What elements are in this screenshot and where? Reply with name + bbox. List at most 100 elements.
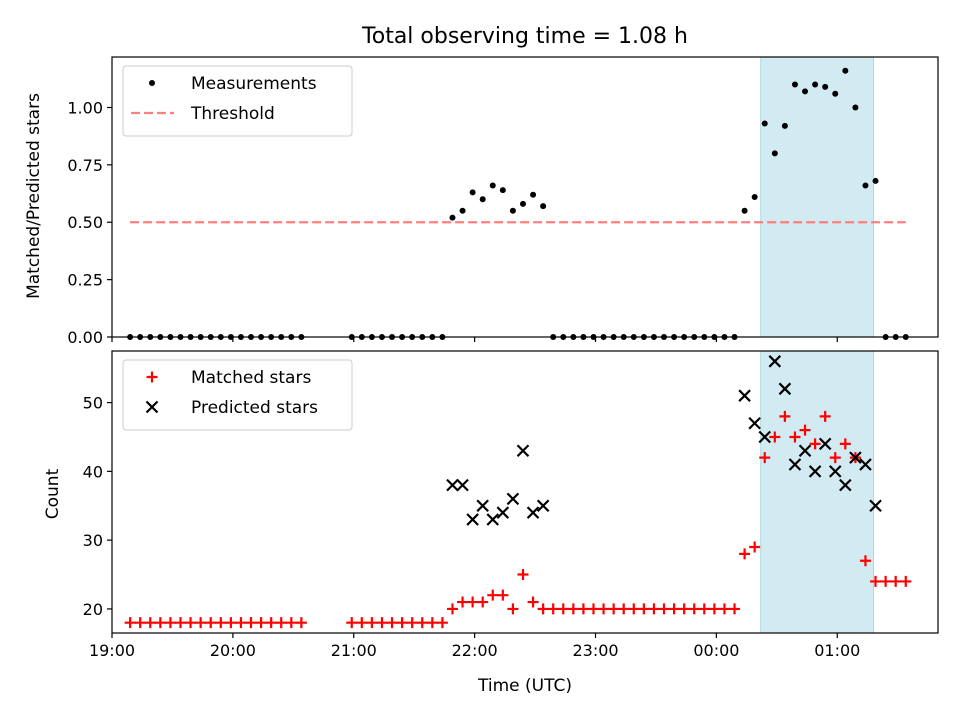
legend-label: Matched stars	[191, 368, 311, 388]
predicted-stars-point	[516, 444, 530, 458]
predicted-stars-point	[869, 499, 882, 513]
matched-stars-point	[557, 603, 569, 615]
x-tick-label: 20:00	[210, 641, 256, 660]
matched-stars-point	[154, 617, 166, 629]
chart-title: Total observing time = 1.08 h	[361, 24, 688, 49]
measurement-point	[751, 194, 758, 200]
x-tick-label: 22:00	[452, 641, 498, 660]
predicted-stars-point	[808, 465, 822, 478]
predicted-stars-point	[496, 506, 510, 519]
matched-stars-point	[245, 617, 257, 629]
predicted-stars-point	[486, 513, 500, 526]
measurement-point	[872, 177, 879, 184]
matched-stars-point	[859, 555, 871, 567]
matched-stars-point	[638, 603, 650, 615]
matched-stars-point	[507, 603, 519, 615]
legend-measurements-swatch	[149, 80, 155, 86]
matched-stars-point	[587, 603, 599, 615]
matched-stars-point	[356, 617, 368, 629]
predicted-stars-point	[446, 478, 459, 492]
measurement-point	[761, 120, 768, 127]
measurement-point	[479, 196, 486, 203]
measurement-point	[499, 187, 506, 194]
matched-stars-point	[134, 617, 146, 629]
predicted-stars-point	[788, 458, 802, 471]
matched-stars-point	[235, 617, 247, 629]
matched-stars-point	[467, 596, 479, 608]
measurement-point	[540, 203, 547, 210]
matched-stars-point	[749, 541, 761, 553]
matched-stars-point	[769, 431, 781, 443]
matched-stars-point	[265, 617, 277, 629]
matched-stars-point	[376, 617, 388, 629]
measurement-point	[852, 104, 859, 111]
matched-stars-point	[658, 603, 670, 615]
predicted-stars-point	[526, 506, 540, 519]
matched-stars-point	[668, 603, 680, 615]
measurement-point	[832, 90, 839, 97]
matched-stars-point	[729, 603, 741, 615]
matched-stars-point	[487, 589, 499, 601]
top-highlight-span	[760, 56, 875, 338]
matched-stars-point	[215, 617, 227, 629]
matched-stars-point	[598, 603, 610, 615]
predicted-stars-point	[839, 478, 852, 492]
matched-stars-point	[718, 603, 730, 615]
legend-box	[122, 359, 353, 431]
matched-stars-point	[457, 596, 469, 608]
top-legend: Measurements Threshold	[122, 65, 353, 137]
top-axes-frame	[111, 56, 939, 338]
predicted-stars-point	[738, 389, 751, 402]
top-y-tick-label: 0.75	[67, 156, 103, 175]
measurement-point	[822, 83, 829, 90]
matched-stars-point	[195, 617, 207, 629]
top-y-tick-label: 0.00	[67, 328, 103, 347]
matched-stars-point	[285, 617, 297, 629]
bottom-y-tick-label: 50	[83, 394, 103, 413]
matched-stars-point	[628, 603, 640, 615]
matched-stars-point	[809, 438, 821, 450]
legend-label: Predicted stars	[191, 398, 318, 418]
measurement-point	[519, 200, 526, 207]
matched-stars-point	[477, 596, 489, 608]
bottom-legend: Matched stars Predicted stars	[122, 359, 353, 431]
matched-stars-point	[124, 617, 136, 629]
matched-stars-point	[255, 617, 267, 629]
matched-stars-point	[839, 438, 851, 450]
matched-stars-point	[618, 603, 630, 615]
predicted-stars-point	[456, 478, 469, 492]
matched-stars-point	[547, 603, 559, 615]
matched-stars-point	[275, 617, 287, 629]
matched-stars-point	[698, 603, 710, 615]
measurement-point	[530, 191, 537, 198]
matched-stars-point	[386, 617, 398, 629]
bottom-y-axis-label: Count	[43, 468, 63, 519]
matched-stars-point	[870, 575, 882, 587]
matched-stars-point	[205, 617, 217, 629]
matched-stars-point	[497, 589, 509, 601]
measurement-point	[741, 207, 748, 214]
legend-box	[122, 65, 353, 137]
matched-stars-point	[174, 617, 186, 629]
matched-stars-point	[144, 617, 156, 629]
matched-stars-point	[567, 603, 579, 615]
bottom-y-tick-label: 40	[83, 462, 103, 481]
predicted-stars-point	[798, 444, 812, 458]
matched-stars-point	[648, 603, 660, 615]
predicted-stars-point	[768, 355, 782, 368]
measurement-point	[781, 122, 788, 129]
measurement-point	[862, 182, 869, 189]
matched-stars-point	[366, 617, 378, 629]
measurement-point	[449, 214, 456, 221]
measurement-point	[842, 67, 849, 74]
predicted-stars-point	[849, 451, 862, 464]
x-tick-label: 00:00	[693, 641, 739, 660]
top-plot-panel: 0.00 0.25 0.50 0.75 1.00 Measurements Threshol…	[67, 56, 939, 347]
measurement-point	[459, 207, 466, 214]
matched-stars-point	[688, 603, 700, 615]
predicted-stars-point	[536, 499, 550, 513]
top-y-tick-label: 0.25	[67, 271, 103, 290]
predicted-stars-point	[476, 499, 489, 513]
x-axis-label: Time (UTC)	[477, 676, 572, 696]
